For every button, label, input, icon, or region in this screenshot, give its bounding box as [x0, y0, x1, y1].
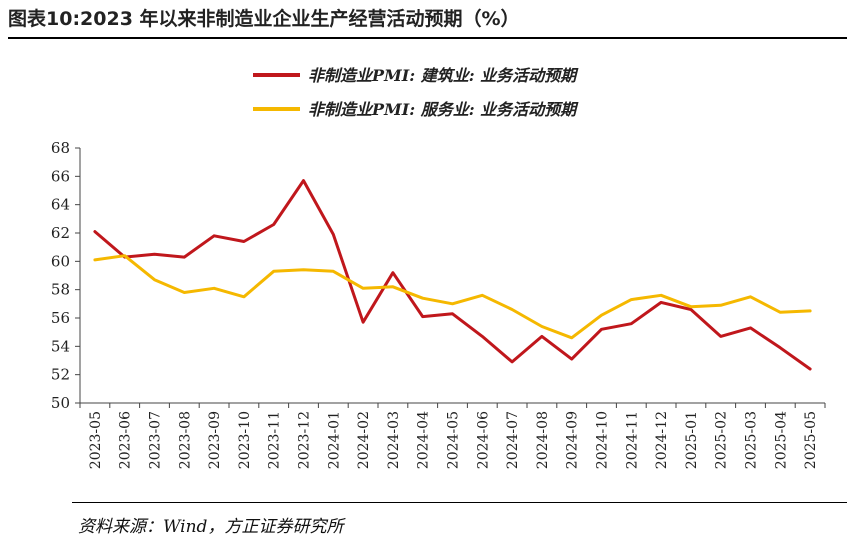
x-tick-label: 2025-04 [773, 411, 789, 469]
chart-axes [75, 147, 826, 408]
x-tick-label: 2023-10 [237, 411, 253, 469]
x-tick-label: 2025-01 [684, 411, 700, 469]
x-tick-label: 2024-07 [505, 411, 521, 469]
x-tick-label: 2023-08 [177, 411, 193, 469]
y-tick-labels: 50 52 54 56 58 60 62 64 66 68 [51, 139, 70, 412]
x-tick-label: 2025-02 [714, 411, 730, 469]
legend-label-1: 非制造业PMI: 建筑业: 业务活动预期 [308, 66, 579, 85]
x-tick-label: 2024-05 [446, 411, 462, 469]
x-tick-label: 2024-01 [326, 411, 342, 469]
x-tick-label: 2024-11 [624, 411, 640, 469]
title-rule [8, 37, 847, 39]
x-tick-label: 2024-06 [475, 411, 491, 469]
series-lines [93, 179, 812, 371]
x-tick-label: 2023-12 [297, 411, 313, 469]
y-tick-label: 64 [51, 196, 70, 214]
x-tick-label: 2023-09 [207, 411, 223, 469]
series-line-2 [93, 254, 812, 340]
y-tick-label: 68 [51, 139, 70, 157]
y-tick-label: 52 [51, 366, 70, 384]
y-tick-label: 60 [51, 252, 70, 270]
y-tick-label: 58 [51, 281, 70, 299]
x-tick-label: 2023-06 [118, 411, 134, 469]
x-tick-label: 2024-04 [416, 411, 432, 469]
x-tick-label: 2025-05 [803, 411, 819, 469]
y-tick-label: 56 [51, 309, 70, 327]
figure-title: 图表10:2023 年以来非制造业企业生产经营活动预期（%） [8, 8, 520, 30]
y-tick-label: 62 [51, 224, 70, 242]
y-tick-label: 66 [51, 167, 70, 185]
series-line-1 [93, 179, 812, 371]
x-tick-label: 2024-08 [535, 411, 551, 469]
source-note: 资料来源：Wind，方正证券研究所 [78, 517, 344, 537]
x-tick-label: 2025-03 [744, 411, 760, 469]
x-tick-label: 2023-07 [148, 411, 164, 469]
y-tick-label: 54 [51, 337, 70, 355]
x-tick-label: 2024-03 [386, 411, 402, 469]
x-tick-label: 2024-02 [356, 411, 372, 469]
x-tick-label: 2024-12 [654, 411, 670, 469]
source-rule [72, 502, 847, 503]
legend-label-2: 非制造业PMI: 服务业: 业务活动预期 [308, 100, 579, 119]
x-tick-label: 2024-10 [595, 411, 611, 469]
x-tick-label: 2023-11 [267, 411, 283, 469]
x-tick-labels: 2023-05 2023-06 2023-07 2023-08 2023-09 2023-… [88, 411, 819, 469]
x-tick-label: 2024-09 [565, 411, 581, 469]
y-tick-label: 50 [51, 394, 70, 412]
x-tick-label: 2023-05 [88, 411, 104, 469]
